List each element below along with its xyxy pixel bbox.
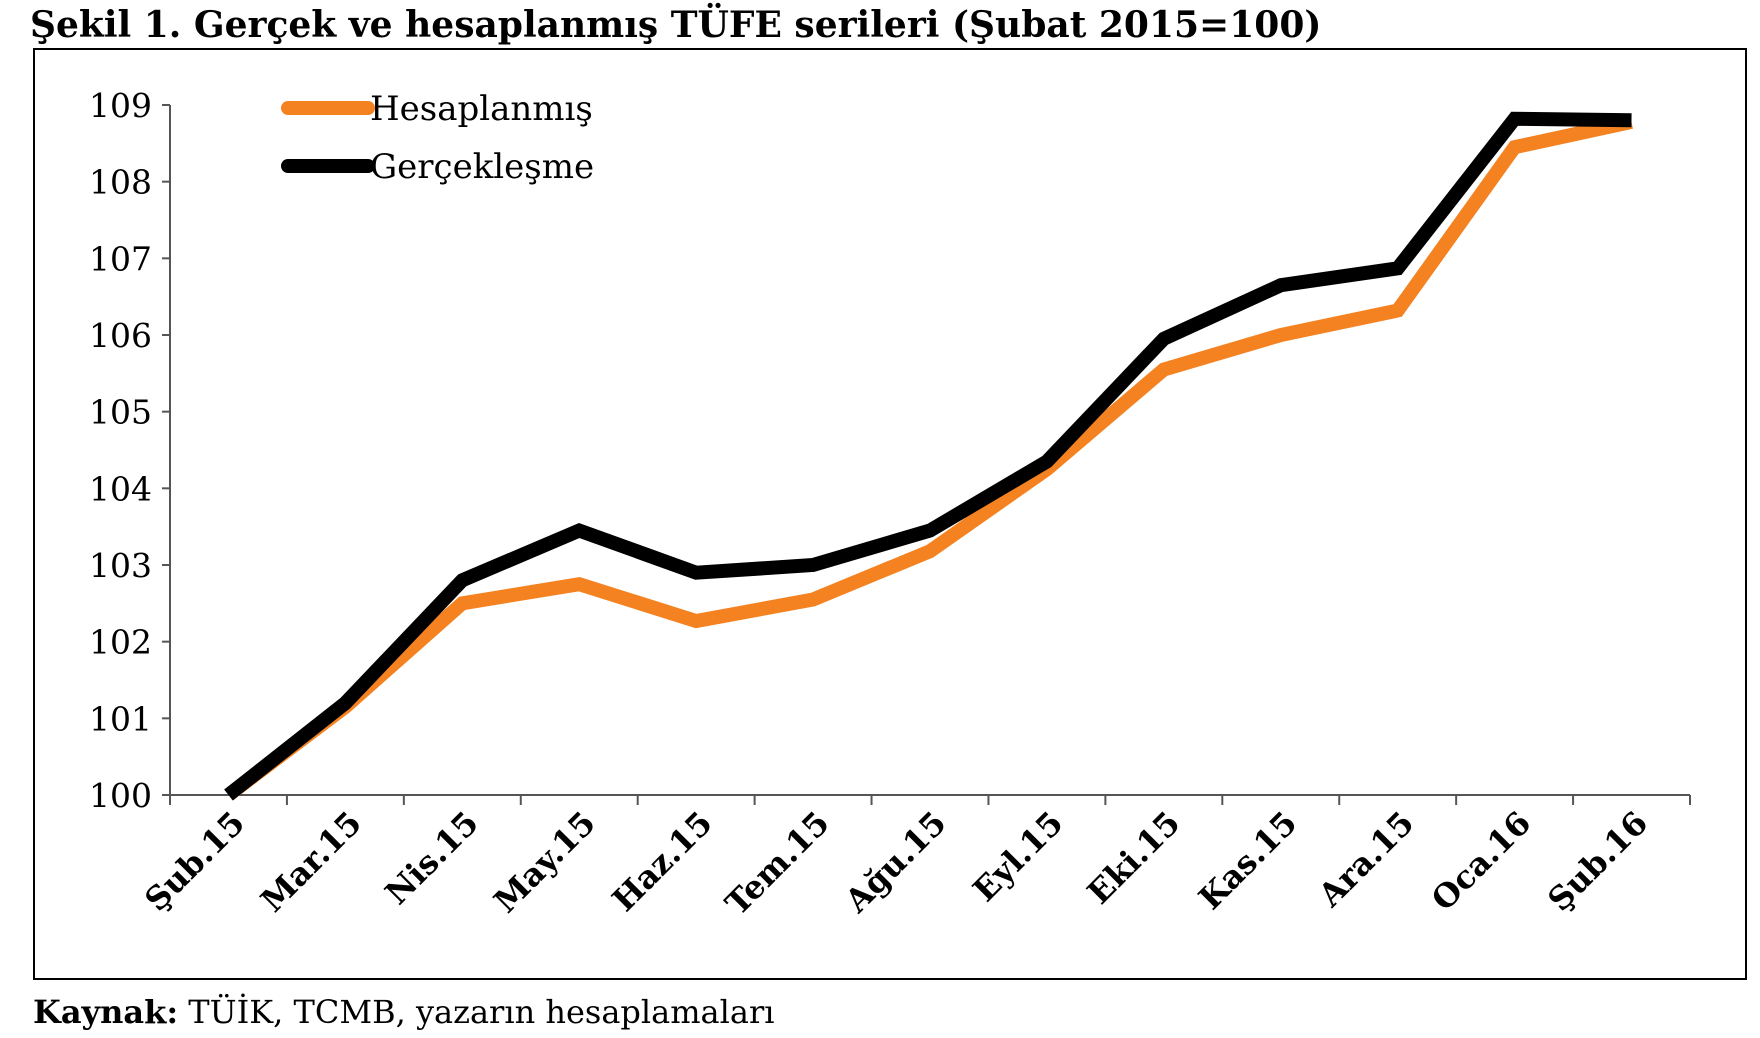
x-tick-label: Oca.16 bbox=[1424, 804, 1538, 918]
series-lines bbox=[224, 111, 1633, 801]
x-tick-label: Şub.16 bbox=[1540, 804, 1655, 919]
legend-label-0: Hesaplanmış bbox=[370, 89, 593, 129]
source-label: Kaynak: bbox=[33, 993, 179, 1031]
y-tick-label: 102 bbox=[89, 623, 152, 662]
y-tick-label: 103 bbox=[89, 546, 152, 585]
chart-frame bbox=[33, 48, 1747, 980]
x-tick-label: Eyl.15 bbox=[965, 804, 1070, 909]
x-tick-label: Eki.15 bbox=[1080, 804, 1188, 912]
y-tick-label: 100 bbox=[89, 776, 152, 815]
series-line-0 bbox=[224, 115, 1633, 801]
x-tick-label: Tem.15 bbox=[718, 804, 837, 923]
x-tick-label: Şub.15 bbox=[137, 804, 252, 919]
y-tick-label: 107 bbox=[89, 239, 152, 278]
series-line-1 bbox=[224, 111, 1632, 801]
source-note: Kaynak: TÜİK, TCMB, yazarın hesaplamalar… bbox=[33, 990, 774, 1034]
x-tick-label: Mar.15 bbox=[253, 804, 369, 920]
x-tick-label: May.15 bbox=[486, 804, 602, 920]
x-tick-label: Haz.15 bbox=[605, 804, 720, 919]
y-tick-label: 108 bbox=[89, 163, 152, 202]
y-tick-label: 109 bbox=[89, 86, 152, 125]
y-tick-label: 104 bbox=[89, 469, 152, 508]
y-tick-label: 101 bbox=[89, 699, 152, 738]
x-tick-label: Ara.15 bbox=[1310, 804, 1421, 915]
x-tick-label: Kas.15 bbox=[1191, 804, 1304, 917]
y-tick-label: 106 bbox=[89, 316, 152, 355]
x-tick-label: Nis.15 bbox=[378, 804, 486, 912]
x-tick-label: Ağu.15 bbox=[837, 804, 954, 921]
legend-label-1: Gerçekleşme bbox=[370, 147, 594, 187]
source-text: TÜİK, TCMB, yazarın hesaplamaları bbox=[178, 993, 775, 1031]
legend: Hesaplanmış Gerçekleşme bbox=[281, 89, 594, 187]
chart-title: Şekil 1. Gerçek ve hesaplanmış TÜFE seri… bbox=[30, 4, 1322, 46]
y-tick-label: 105 bbox=[89, 393, 152, 432]
